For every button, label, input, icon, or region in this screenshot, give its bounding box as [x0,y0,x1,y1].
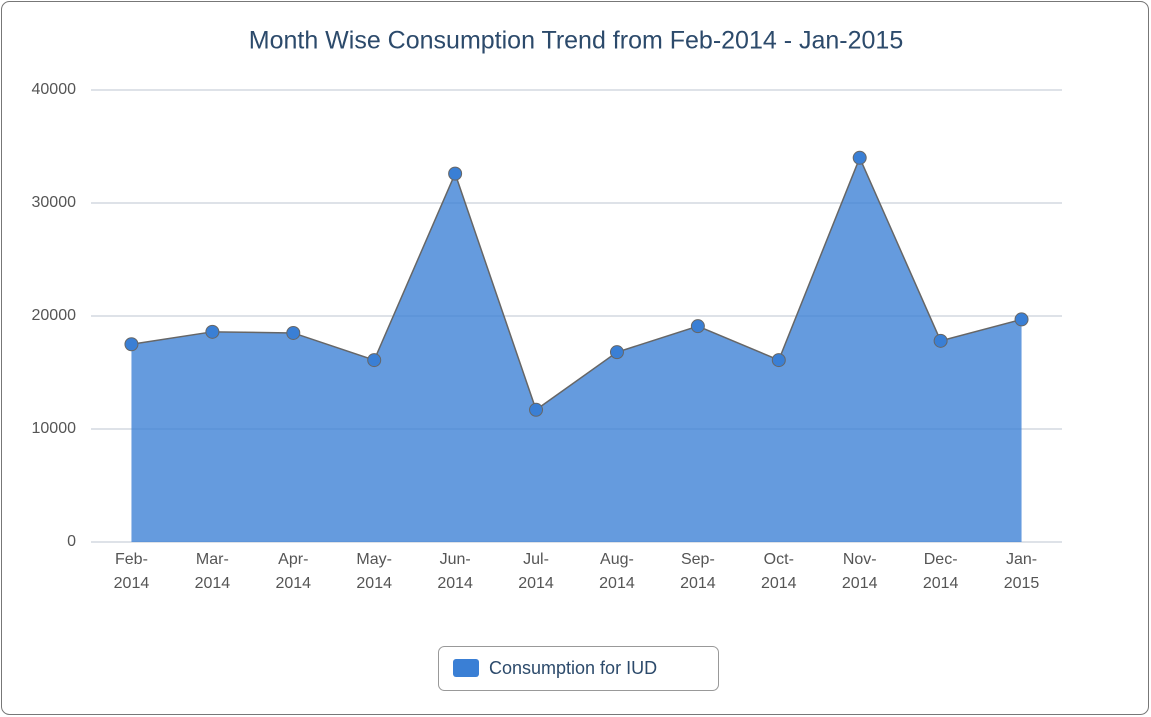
x-tick-label: Apr-2014 [275,551,311,592]
marker [690,319,705,334]
marker [933,333,948,348]
x-tick-label: Jun-2014 [437,551,473,592]
area [131,157,1022,543]
x-tick-label: May-2014 [356,551,392,592]
marker [852,150,867,165]
marker [367,353,382,368]
x-tick-label: Aug-2014 [599,551,635,592]
x-tick-label: Mar-2014 [195,551,231,592]
y-tick-label: 10000 [32,420,77,437]
marker [609,345,624,360]
x-tick-label: Jan-2015 [1004,551,1040,592]
x-tick-label: Oct-2014 [761,551,797,592]
legend-label: Consumption for IUD [489,658,657,678]
marker [1014,312,1029,327]
x-tick-label: Feb-2014 [114,551,150,592]
line [131,155,1022,411]
y-tick-label: 40000 [32,81,77,98]
y-tick-label: 20000 [32,307,77,324]
chart-title: Month Wise Consumption Trend from Feb-20… [249,27,903,55]
marker [286,325,301,340]
marker [529,402,544,417]
marker [448,166,463,181]
x-tick-label: Dec-2014 [923,551,959,592]
x-tick-label: Sep-2014 [680,551,716,592]
x-tick-label: Nov-2014 [842,551,878,592]
marker [205,324,220,339]
y-tick-label: 0 [67,533,76,550]
marker [771,353,786,368]
y-tick-label: 30000 [32,194,77,211]
marker [124,337,139,352]
legend-swatch [453,659,479,677]
x-tick-label: Jul-2014 [518,551,554,592]
legend-box [438,646,719,691]
